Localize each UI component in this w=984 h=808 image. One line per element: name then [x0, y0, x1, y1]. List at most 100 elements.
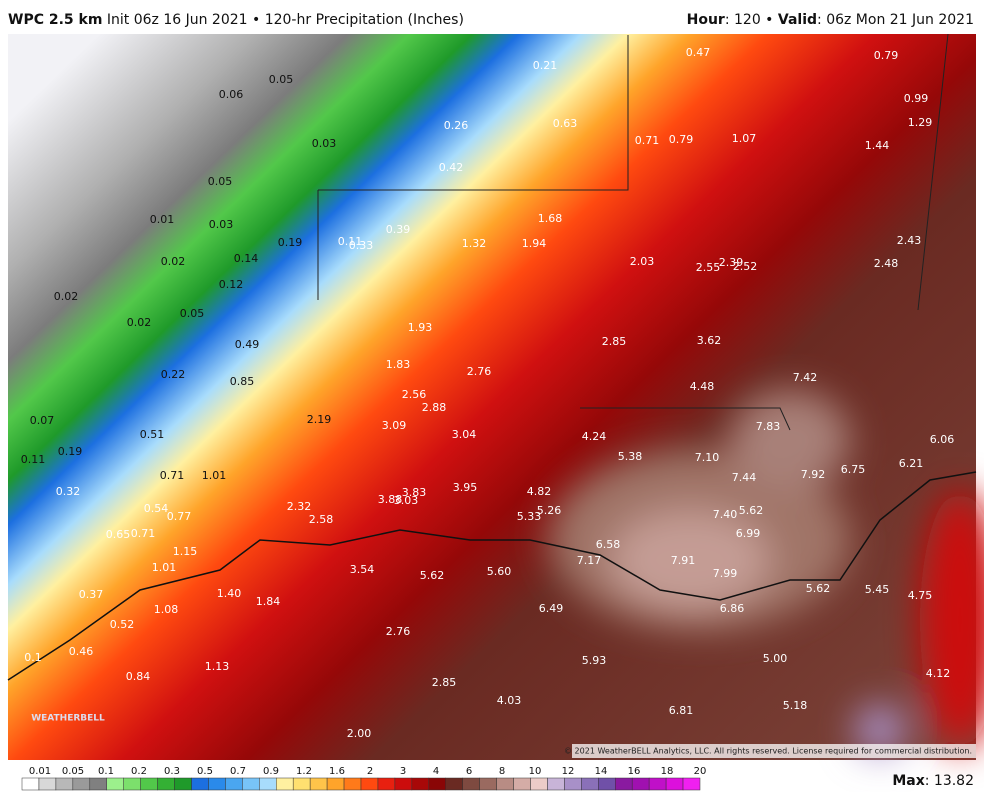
- legend-swatch: [191, 777, 209, 791]
- legend-swatch: [564, 777, 582, 791]
- map-label: 7.17: [577, 554, 602, 567]
- map-label: 0.22: [161, 368, 186, 381]
- map-label: 0.07: [30, 414, 55, 427]
- map-label: 6.81: [669, 704, 694, 717]
- legend-swatch: [581, 777, 599, 791]
- map-label: 0.19: [58, 445, 83, 458]
- map-label: 0.46: [69, 645, 94, 658]
- map-label: 0.33: [349, 239, 374, 252]
- map-label: 1.40: [217, 587, 242, 600]
- map-label: 3.83: [402, 486, 427, 499]
- legend-swatch: [292, 777, 311, 791]
- legend-label: 0.2: [131, 766, 147, 777]
- legend-label: 0.01: [29, 766, 51, 777]
- map-label: 2.55: [696, 261, 721, 274]
- map-label: 0.05: [180, 307, 205, 320]
- map-label: 0.49: [235, 338, 260, 351]
- map-label: 2.00: [347, 727, 372, 740]
- map-label: 0.12: [219, 278, 244, 291]
- map-label: 2.58: [309, 513, 334, 526]
- map-label: 7.91: [671, 554, 696, 567]
- copyright: © 2021 WeatherBELL Analytics, LLC. All r…: [564, 747, 972, 756]
- map-label: 6.06: [930, 433, 955, 446]
- map-label: 0.71: [160, 469, 185, 482]
- map-label: 1.94: [522, 237, 547, 250]
- legend-label: 18: [661, 766, 674, 777]
- legend-swatch: [360, 777, 379, 791]
- map-label: 5.62: [420, 569, 445, 582]
- legend-swatch: [38, 777, 57, 791]
- map-label: 2.43: [897, 234, 922, 247]
- legend-swatch: [106, 777, 124, 791]
- state-borders: [317, 33, 949, 431]
- map-label: 0.05: [269, 73, 294, 86]
- map-label: 0.77: [167, 510, 192, 523]
- legend-label: 16: [628, 766, 641, 777]
- map-label: 7.99: [713, 567, 738, 580]
- legend-swatch: [615, 777, 633, 791]
- map-label: 2.39: [719, 256, 744, 269]
- legend-swatch: [208, 777, 226, 791]
- map-label: 1.29: [908, 116, 933, 129]
- map-label: 1.01: [202, 469, 227, 482]
- map-label: 0.63: [553, 117, 578, 130]
- map-label: 0.03: [312, 137, 337, 150]
- map-label: 0.39: [386, 223, 411, 236]
- map-label: 0.54: [144, 502, 169, 515]
- map-label: 7.10: [695, 451, 720, 464]
- legend-swatch: [394, 777, 413, 791]
- map-label: 4.03: [497, 694, 522, 707]
- legend-swatch: [445, 777, 463, 791]
- map-label: 0.01: [150, 213, 175, 226]
- precip-field: [8, 34, 976, 760]
- map-label: 6.21: [899, 457, 924, 470]
- map-label: 0.37: [79, 588, 104, 601]
- map-label: 0.11: [338, 235, 363, 248]
- map-label: 0.02: [127, 316, 152, 329]
- map-label: 0.1: [24, 651, 42, 664]
- map-label: 3.62: [697, 334, 722, 347]
- map-label: 5.38: [618, 450, 643, 463]
- map-label: 0.47: [686, 46, 711, 59]
- map-label: 2.76: [467, 365, 492, 378]
- map-label: 0.32: [56, 485, 81, 498]
- map-label: 1.01: [152, 561, 177, 574]
- legend-swatch: [530, 777, 548, 791]
- legend-swatch: [276, 777, 294, 791]
- map-label: 1.15: [173, 545, 198, 558]
- legend-swatch: [326, 777, 345, 791]
- legend-label: 6: [466, 766, 472, 777]
- map-label: 7.92: [801, 468, 826, 481]
- map-label: 0.14: [234, 252, 259, 265]
- map-label: 0.65: [106, 528, 131, 541]
- legend-label: 3: [400, 766, 406, 777]
- map-label: 0.19: [278, 236, 303, 249]
- legend-label: 0.05: [62, 766, 84, 777]
- map-label: 4.48: [690, 380, 715, 393]
- map-label: 0.06: [219, 88, 244, 101]
- map-label: 6.75: [841, 463, 866, 476]
- map-label: 5.60: [487, 565, 512, 578]
- legend-swatch: [174, 777, 192, 791]
- legend-swatch: [682, 777, 701, 791]
- legend-swatch: [343, 777, 362, 791]
- map-label: 7.83: [756, 420, 781, 433]
- map-label: 3.88: [378, 493, 403, 506]
- map-label: 1.68: [538, 212, 563, 225]
- map-label: 0.42: [439, 161, 464, 174]
- legend-label: 12: [562, 766, 575, 777]
- map-label: 0.79: [669, 133, 694, 146]
- map-label: 2.32: [287, 500, 312, 513]
- map-label: 2.48: [874, 257, 899, 270]
- map-label: 5.00: [763, 652, 788, 665]
- map-label: 0.85: [230, 375, 255, 388]
- map-label: 3.03: [394, 494, 419, 507]
- legend-swatch: [21, 777, 40, 791]
- legend-swatch: [648, 777, 667, 791]
- map-label: 0.51: [140, 428, 165, 441]
- map-label: 3.04: [452, 428, 477, 441]
- legend-swatch: [598, 777, 616, 791]
- map-label: 6.58: [596, 538, 621, 551]
- map-label: 1.07: [732, 132, 757, 145]
- legend-swatch: [411, 777, 430, 791]
